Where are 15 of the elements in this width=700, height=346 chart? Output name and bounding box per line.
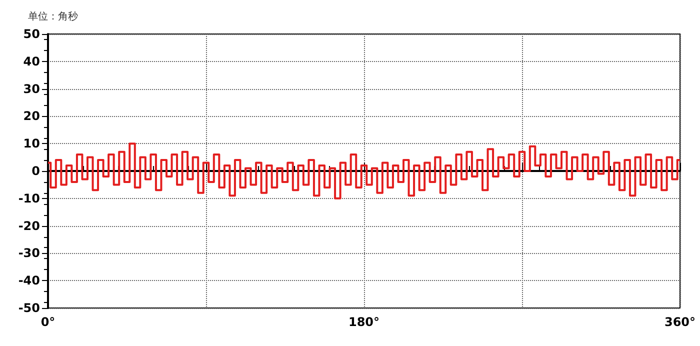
y-tick-label: -20 <box>18 218 40 233</box>
y-tick-label: 10 <box>23 136 40 151</box>
y-tick-label: -50 <box>18 301 40 315</box>
y-tick-label: 30 <box>23 82 40 96</box>
y-tick-label: -40 <box>18 274 40 288</box>
y-tick-label: 40 <box>23 54 40 68</box>
y-tick-label: 0 <box>32 164 40 178</box>
y-tick-label: -10 <box>18 191 40 206</box>
y-tick-label: -30 <box>18 246 40 260</box>
x-tick-label: 180° <box>348 315 380 329</box>
y-tick-label: 20 <box>23 109 40 124</box>
y-tick-label: 50 <box>23 27 40 41</box>
y-axis-title: 单位：角秒 <box>28 10 78 22</box>
x-tick-label: 360° <box>664 315 696 329</box>
x-tick-label: 0° <box>40 315 56 329</box>
